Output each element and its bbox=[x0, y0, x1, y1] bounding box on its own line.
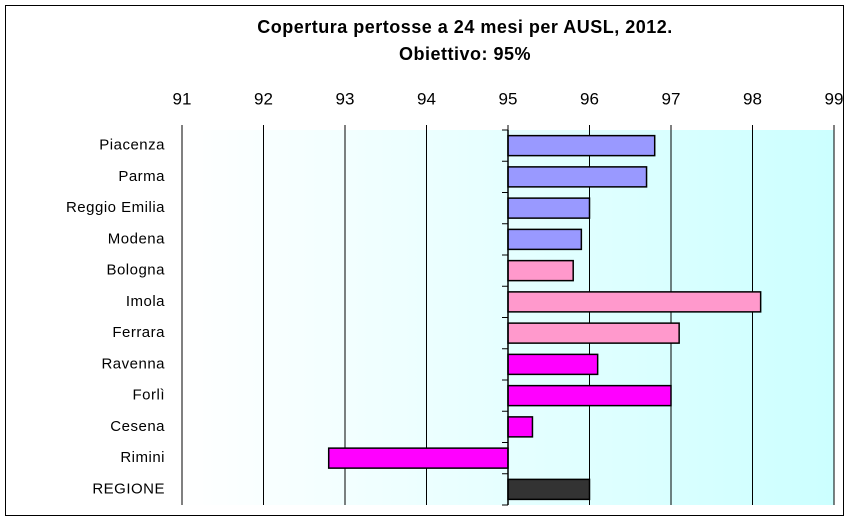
bar bbox=[507, 166, 648, 188]
chart-title: Copertura pertosse a 24 mesi per AUSL, 2… bbox=[257, 17, 673, 37]
bar bbox=[507, 197, 591, 219]
bar bbox=[327, 447, 509, 469]
bar bbox=[507, 353, 599, 376]
x-tick-label: 96 bbox=[580, 89, 599, 108]
bar bbox=[507, 384, 672, 407]
x-tick-label: 91 bbox=[173, 89, 192, 108]
y-tick-label: Piacenza bbox=[99, 137, 165, 154]
y-tick-label: Reggio Emilia bbox=[66, 199, 165, 216]
y-tick-label: Forlì bbox=[133, 387, 166, 404]
y-tick-label: Bologna bbox=[106, 262, 165, 279]
y-tick-label: Cesena bbox=[110, 418, 165, 435]
x-tick-label: 95 bbox=[499, 89, 518, 108]
bar bbox=[507, 478, 591, 501]
bar bbox=[507, 259, 574, 282]
x-tick-label: 92 bbox=[254, 89, 273, 108]
y-tick-label: Parma bbox=[118, 168, 165, 185]
y-tick-label: Rimini bbox=[120, 449, 165, 466]
y-tick-label: Modena bbox=[108, 230, 165, 247]
x-tick-label: 99 bbox=[825, 89, 844, 108]
x-tick-label: 97 bbox=[662, 89, 681, 108]
x-tick-label: 98 bbox=[743, 89, 762, 108]
bar bbox=[507, 416, 534, 438]
y-tick-label: Ferrara bbox=[112, 324, 165, 341]
bar bbox=[507, 228, 583, 251]
y-tick-label: REGIONE bbox=[92, 480, 165, 497]
chart-subtitle: Obiettivo: 95% bbox=[399, 44, 531, 64]
x-tick-label: 94 bbox=[417, 89, 436, 108]
y-tick-label: Imola bbox=[126, 293, 165, 310]
x-tick-label: 93 bbox=[336, 89, 355, 108]
bar bbox=[507, 291, 762, 313]
y-tick-label: Ravenna bbox=[101, 355, 165, 372]
bar bbox=[507, 134, 656, 157]
bar bbox=[507, 322, 680, 344]
